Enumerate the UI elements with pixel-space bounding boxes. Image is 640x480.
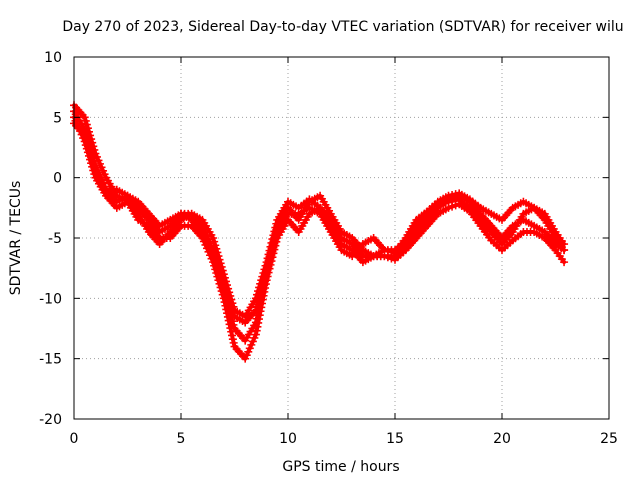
x-tick-label: 25: [600, 431, 618, 447]
data-point: [227, 313, 236, 322]
data-point: [88, 156, 97, 165]
data-point: [380, 246, 389, 255]
data-point: [211, 241, 220, 250]
data-point: [218, 284, 227, 293]
data-point: [259, 285, 268, 294]
data-point: [264, 262, 273, 271]
data-point: [253, 311, 262, 320]
data-point: [223, 299, 232, 308]
data-point: [212, 262, 221, 271]
data-point: [215, 273, 224, 282]
x-tick-label: 5: [177, 431, 186, 447]
data-point: [220, 291, 229, 300]
data-point: [260, 281, 269, 290]
data-point: [81, 135, 90, 144]
y-tick-label: 0: [53, 171, 62, 187]
data-point: [272, 219, 281, 228]
data-point: [228, 317, 237, 326]
data-point: [84, 145, 93, 154]
data-point: [271, 235, 280, 244]
data-point: [226, 310, 235, 319]
data-point: [252, 290, 261, 299]
y-axis-label: SDTVAR / TECUs: [8, 181, 24, 296]
data-point: [209, 252, 218, 261]
data-point: [256, 296, 265, 305]
data-point: [213, 266, 222, 275]
data-point: [228, 335, 237, 344]
plot-area: [70, 101, 569, 363]
data-point: [80, 113, 89, 122]
data-point: [229, 320, 238, 329]
data-point: [269, 243, 278, 252]
data-point: [258, 288, 267, 297]
data-point: [251, 318, 260, 327]
chart-title: Day 270 of 2023, Sidereal Day-to-day VTE…: [62, 19, 623, 35]
data-point: [260, 277, 269, 286]
data-point: [210, 237, 219, 246]
x-tick-label: 15: [386, 431, 404, 447]
data-point: [89, 160, 98, 169]
data-point: [256, 299, 265, 308]
data-point: [83, 142, 92, 151]
data-point: [82, 138, 91, 147]
data-point: [90, 164, 99, 173]
y-tick-label: -10: [39, 291, 62, 307]
y-tick-label: -20: [39, 412, 62, 428]
data-point: [255, 303, 264, 312]
data-point: [80, 131, 89, 140]
data-point: [221, 295, 230, 304]
data-point: [270, 239, 279, 248]
series-track-3: [70, 113, 569, 363]
y-tick-label: 10: [44, 50, 62, 66]
data-point: [266, 254, 275, 263]
data-point: [268, 247, 277, 256]
y-tick-label: -15: [39, 352, 62, 368]
data-point: [214, 270, 223, 279]
data-point: [211, 259, 220, 268]
data-point: [444, 191, 453, 200]
data-point: [448, 202, 457, 211]
x-tick-label: 10: [279, 431, 297, 447]
y-tick-label: 5: [53, 110, 62, 126]
data-point: [387, 247, 396, 256]
data-point: [444, 203, 453, 212]
data-point: [82, 120, 91, 129]
data-point: [265, 258, 274, 267]
data-point: [272, 231, 281, 240]
data-point: [560, 258, 569, 267]
data-point: [257, 292, 266, 301]
data-point: [225, 306, 234, 315]
data-point: [262, 270, 271, 279]
x-axis-label: GPS time / hours: [282, 459, 399, 475]
data-point: [216, 277, 225, 286]
data-point: [261, 273, 270, 282]
data-point: [252, 314, 261, 323]
data-point: [383, 246, 392, 255]
x-tick-label: 0: [70, 431, 79, 447]
data-point: [560, 246, 569, 255]
data-point: [209, 234, 218, 242]
data-point: [387, 254, 396, 263]
data-point: [87, 153, 96, 162]
data-point: [229, 338, 238, 347]
data-point: [224, 302, 233, 311]
x-tick-label: 20: [493, 431, 511, 447]
data-point: [228, 331, 237, 340]
data-point: [267, 251, 276, 260]
ticks: 0 5 10 15 20 25 -20 -15 -10 -5 0 5 10: [39, 50, 618, 447]
data-point: [219, 288, 228, 297]
data-point: [86, 149, 95, 158]
data-point: [210, 255, 219, 264]
data-point: [251, 294, 260, 303]
data-point: [263, 266, 272, 275]
data-point: [254, 307, 263, 316]
data-point: [217, 281, 226, 290]
y-tick-label: -5: [48, 231, 62, 247]
data-point: [448, 190, 457, 199]
